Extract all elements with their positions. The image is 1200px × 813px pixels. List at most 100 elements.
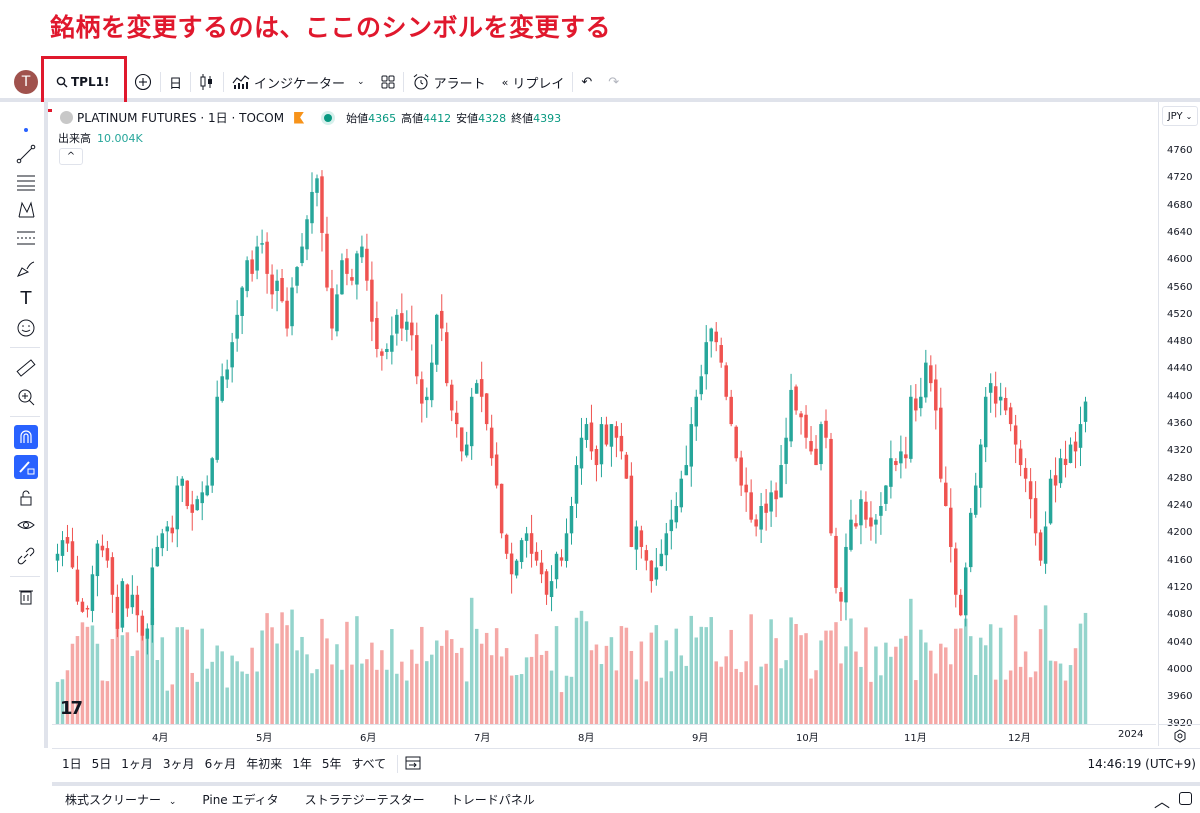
- range-ytd[interactable]: 年初来: [246, 757, 283, 771]
- time-tick-label: 6月: [360, 733, 377, 744]
- time-tick-label: 2024: [1118, 729, 1144, 740]
- crosshair-tool[interactable]: [14, 118, 38, 142]
- range-6m[interactable]: 6ヶ月: [204, 757, 237, 771]
- time-axis[interactable]: 4月 5月 6月 7月 8月 9月 10月 11月 12月 2024: [52, 724, 1156, 746]
- tab-stock-screener[interactable]: 株式スクリーナー ⌄: [52, 791, 189, 808]
- price-tick-label: 4520: [1167, 308, 1193, 320]
- zoom-tool[interactable]: [14, 385, 38, 409]
- chevron-up-icon: ^: [66, 151, 76, 162]
- price-tick-label: 4200: [1167, 527, 1193, 539]
- range-5y[interactable]: 5年: [321, 757, 342, 771]
- open-value: 4365: [368, 111, 397, 125]
- divider: [402, 72, 404, 92]
- range-5d[interactable]: 5日: [91, 757, 112, 771]
- chevron-down-icon: ⌄: [168, 797, 177, 807]
- magnet-tool[interactable]: [14, 425, 38, 449]
- tab-strategy-tester[interactable]: ストラテジーテスター: [304, 793, 425, 807]
- ruler-icon: [16, 359, 36, 377]
- undo-button[interactable]: ↶: [573, 75, 600, 90]
- tab-trade-panel[interactable]: トレードパネル: [450, 793, 535, 807]
- close-label: 終値: [511, 111, 534, 125]
- tradingview-logo[interactable]: 17: [60, 698, 83, 719]
- trash-icon: [19, 590, 33, 605]
- alert-label: アラート: [433, 76, 486, 92]
- maximize-panel-button[interactable]: [1179, 792, 1192, 805]
- clock-timezone[interactable]: 14:46:19 (UTC+9): [1087, 757, 1196, 771]
- brush-icon: [16, 261, 35, 277]
- price-tick-label: 4640: [1167, 226, 1193, 238]
- divider: [10, 576, 40, 577]
- layout-button[interactable]: [373, 75, 403, 89]
- candles-icon: [200, 74, 213, 90]
- visibility-tool[interactable]: [14, 514, 38, 538]
- emoji-tool[interactable]: [14, 316, 38, 340]
- chevron-down-icon: ⌄: [1185, 111, 1193, 121]
- lock-drawing-tool[interactable]: [14, 455, 38, 479]
- range-3m[interactable]: 3ヶ月: [162, 757, 195, 771]
- time-tick-label: 5月: [256, 733, 273, 744]
- fib-tool[interactable]: [14, 226, 38, 250]
- low-label: 安値: [456, 111, 479, 125]
- range-1m[interactable]: 1ヶ月: [121, 757, 153, 771]
- expand-panel-button[interactable]: ︿: [1153, 792, 1170, 811]
- avatar[interactable]: T: [14, 70, 38, 94]
- chevron-down-icon: ⌄: [357, 77, 365, 87]
- chart-type-button[interactable]: [191, 73, 223, 91]
- range-1d[interactable]: 1日: [62, 757, 82, 771]
- divider: [223, 72, 225, 92]
- time-tick-label: 9月: [692, 733, 709, 744]
- price-tick-label: 4760: [1167, 145, 1193, 156]
- ruler-tool[interactable]: [14, 356, 38, 380]
- horizontal-lines-tool[interactable]: [14, 170, 38, 194]
- price-tick-label: 4280: [1167, 472, 1193, 484]
- grid-icon: [381, 75, 395, 89]
- series-legend: PLATINUM FUTURES · 1日 · TOCOM 始値4365 高値4…: [60, 109, 561, 126]
- redo-button[interactable]: ↷: [600, 75, 627, 90]
- price-tick-label: 4480: [1167, 336, 1193, 348]
- alert-button[interactable]: アラート: [404, 73, 494, 92]
- volume-legend: 出来高 10.004K: [58, 130, 143, 146]
- close-value: 4393: [533, 111, 562, 125]
- brush-tool[interactable]: [14, 256, 38, 280]
- compare-button[interactable]: [126, 73, 160, 91]
- divider: [10, 347, 40, 348]
- tab-label: 株式スクリーナー: [65, 793, 162, 807]
- symbol-search-button[interactable]: TPL1!: [56, 75, 126, 89]
- price-tick-label: 4400: [1167, 390, 1193, 402]
- price-tick-label: 4160: [1167, 554, 1193, 566]
- undo-icon: ↶: [581, 74, 593, 90]
- search-icon: [56, 76, 68, 88]
- indicators-button[interactable]: インジケーター ⌄: [224, 73, 373, 92]
- price-axis[interactable]: 4760 4720 4680 4640 4600 4560 4520 4480 4440 4400…: [1158, 102, 1200, 729]
- time-tick-label: 4月: [152, 733, 169, 744]
- text-icon: T: [20, 287, 32, 309]
- range-all[interactable]: すべて: [351, 757, 387, 771]
- replay-button[interactable]: « リプレイ: [494, 73, 573, 92]
- goto-date-button[interactable]: [404, 753, 422, 774]
- chart-pane[interactable]: [52, 102, 1156, 724]
- alarm-clock-icon: [413, 74, 428, 90]
- price-tick-label: 3920: [1167, 718, 1193, 730]
- lock-all-tool[interactable]: [14, 486, 38, 510]
- currency-button[interactable]: JPY ⌄: [1162, 106, 1198, 126]
- interval-button[interactable]: 日: [169, 76, 183, 92]
- series-title[interactable]: PLATINUM FUTURES · 1日 · TOCOM: [77, 111, 285, 125]
- link-tool[interactable]: [14, 544, 38, 568]
- delete-tool[interactable]: [14, 584, 38, 608]
- indicators-label: インジケーター: [254, 76, 346, 92]
- candlestick-chart: [55, 170, 1088, 724]
- calendar-arrow-icon: [405, 756, 421, 770]
- trend-line-tool[interactable]: [14, 142, 38, 166]
- tab-pine-editor[interactable]: Pine エディタ: [202, 793, 279, 807]
- collapse-legend-button[interactable]: ^: [59, 148, 83, 165]
- eye-icon: [17, 521, 35, 529]
- pattern-tool[interactable]: [14, 198, 38, 222]
- trend-line-icon: [16, 144, 36, 164]
- date-range-bar: 1日 5日 1ヶ月 3ヶ月 6ヶ月 年初来 1年 5年 すべて 14:46:19…: [52, 748, 1200, 778]
- redo-icon: ↷: [608, 74, 620, 90]
- text-tool[interactable]: T: [14, 286, 38, 310]
- pattern-icon: [18, 201, 35, 218]
- price-tick-label: 4320: [1167, 445, 1193, 457]
- chart-settings-button[interactable]: [1158, 724, 1200, 746]
- range-1y[interactable]: 1年: [292, 757, 312, 771]
